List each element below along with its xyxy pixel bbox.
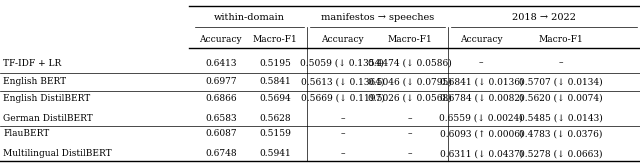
Text: 0.6977: 0.6977 bbox=[205, 78, 237, 86]
Text: 0.5669 (↓ 0.1197): 0.5669 (↓ 0.1197) bbox=[301, 94, 384, 103]
Text: 0.6093 (↑ 0.0006): 0.6093 (↑ 0.0006) bbox=[440, 129, 523, 138]
Text: 0.4474 (↓ 0.0586): 0.4474 (↓ 0.0586) bbox=[368, 59, 451, 68]
Text: within-domain: within-domain bbox=[214, 13, 285, 22]
Text: –: – bbox=[479, 59, 484, 68]
Text: Macro-F1: Macro-F1 bbox=[538, 35, 583, 44]
Text: FlauBERT: FlauBERT bbox=[3, 129, 49, 138]
Text: –: – bbox=[558, 59, 563, 68]
Text: 0.6583: 0.6583 bbox=[205, 114, 237, 123]
Text: –: – bbox=[340, 129, 345, 138]
Text: 0.6784 (↓ 0.0082): 0.6784 (↓ 0.0082) bbox=[440, 94, 523, 103]
Text: 0.6413: 0.6413 bbox=[205, 59, 237, 68]
Text: –: – bbox=[340, 149, 345, 158]
Text: Accuracy: Accuracy bbox=[460, 35, 502, 44]
Text: 0.5941: 0.5941 bbox=[259, 149, 291, 158]
Text: 0.5628: 0.5628 bbox=[259, 114, 291, 123]
Text: 0.6841 (↓ 0.0136): 0.6841 (↓ 0.0136) bbox=[440, 78, 523, 86]
Text: 0.5613 (↓ 0.1364): 0.5613 (↓ 0.1364) bbox=[301, 78, 384, 86]
Text: 0.5159: 0.5159 bbox=[259, 129, 291, 138]
Text: Accuracy: Accuracy bbox=[321, 35, 364, 44]
Text: manifestos → speeches: manifestos → speeches bbox=[321, 13, 434, 22]
Text: 0.6866: 0.6866 bbox=[205, 94, 237, 103]
Text: Macro-F1: Macro-F1 bbox=[253, 35, 298, 44]
Text: 0.5195: 0.5195 bbox=[259, 59, 291, 68]
Text: English BERT: English BERT bbox=[3, 78, 67, 86]
Text: 0.5485 (↓ 0.0143): 0.5485 (↓ 0.0143) bbox=[519, 114, 602, 123]
Text: 0.5026 (↓ 0.0568): 0.5026 (↓ 0.0568) bbox=[368, 94, 451, 103]
Text: –: – bbox=[407, 114, 412, 123]
Text: 0.4783 (↓ 0.0376): 0.4783 (↓ 0.0376) bbox=[519, 129, 602, 138]
Text: –: – bbox=[407, 149, 412, 158]
Text: Macro-F1: Macro-F1 bbox=[387, 35, 432, 44]
Text: –: – bbox=[340, 114, 345, 123]
Text: 0.5059 (↓ 0.1354): 0.5059 (↓ 0.1354) bbox=[300, 59, 385, 68]
Text: 0.5620 (↓ 0.0074): 0.5620 (↓ 0.0074) bbox=[519, 94, 602, 103]
Text: German DistilBERT: German DistilBERT bbox=[3, 114, 93, 123]
Text: 0.5046 (↓ 0.0795): 0.5046 (↓ 0.0795) bbox=[367, 78, 452, 86]
Text: English DistilBERT: English DistilBERT bbox=[3, 94, 90, 103]
Text: TF-IDF + LR: TF-IDF + LR bbox=[3, 59, 61, 68]
Text: 0.6087: 0.6087 bbox=[205, 129, 237, 138]
Text: 0.5707 (↓ 0.0134): 0.5707 (↓ 0.0134) bbox=[519, 78, 602, 86]
Text: 0.5841: 0.5841 bbox=[259, 78, 291, 86]
Text: 2018 → 2022: 2018 → 2022 bbox=[512, 13, 576, 22]
Text: Accuracy: Accuracy bbox=[200, 35, 242, 44]
Text: Multilingual DistilBERT: Multilingual DistilBERT bbox=[3, 149, 112, 158]
Text: 0.5278 (↓ 0.0663): 0.5278 (↓ 0.0663) bbox=[519, 149, 602, 158]
Text: 0.6748: 0.6748 bbox=[205, 149, 237, 158]
Text: 0.6311 (↓ 0.0437): 0.6311 (↓ 0.0437) bbox=[440, 149, 523, 158]
Text: 0.5694: 0.5694 bbox=[259, 94, 291, 103]
Text: 0.6559 (↓ 0.0024): 0.6559 (↓ 0.0024) bbox=[440, 114, 523, 123]
Text: –: – bbox=[407, 129, 412, 138]
